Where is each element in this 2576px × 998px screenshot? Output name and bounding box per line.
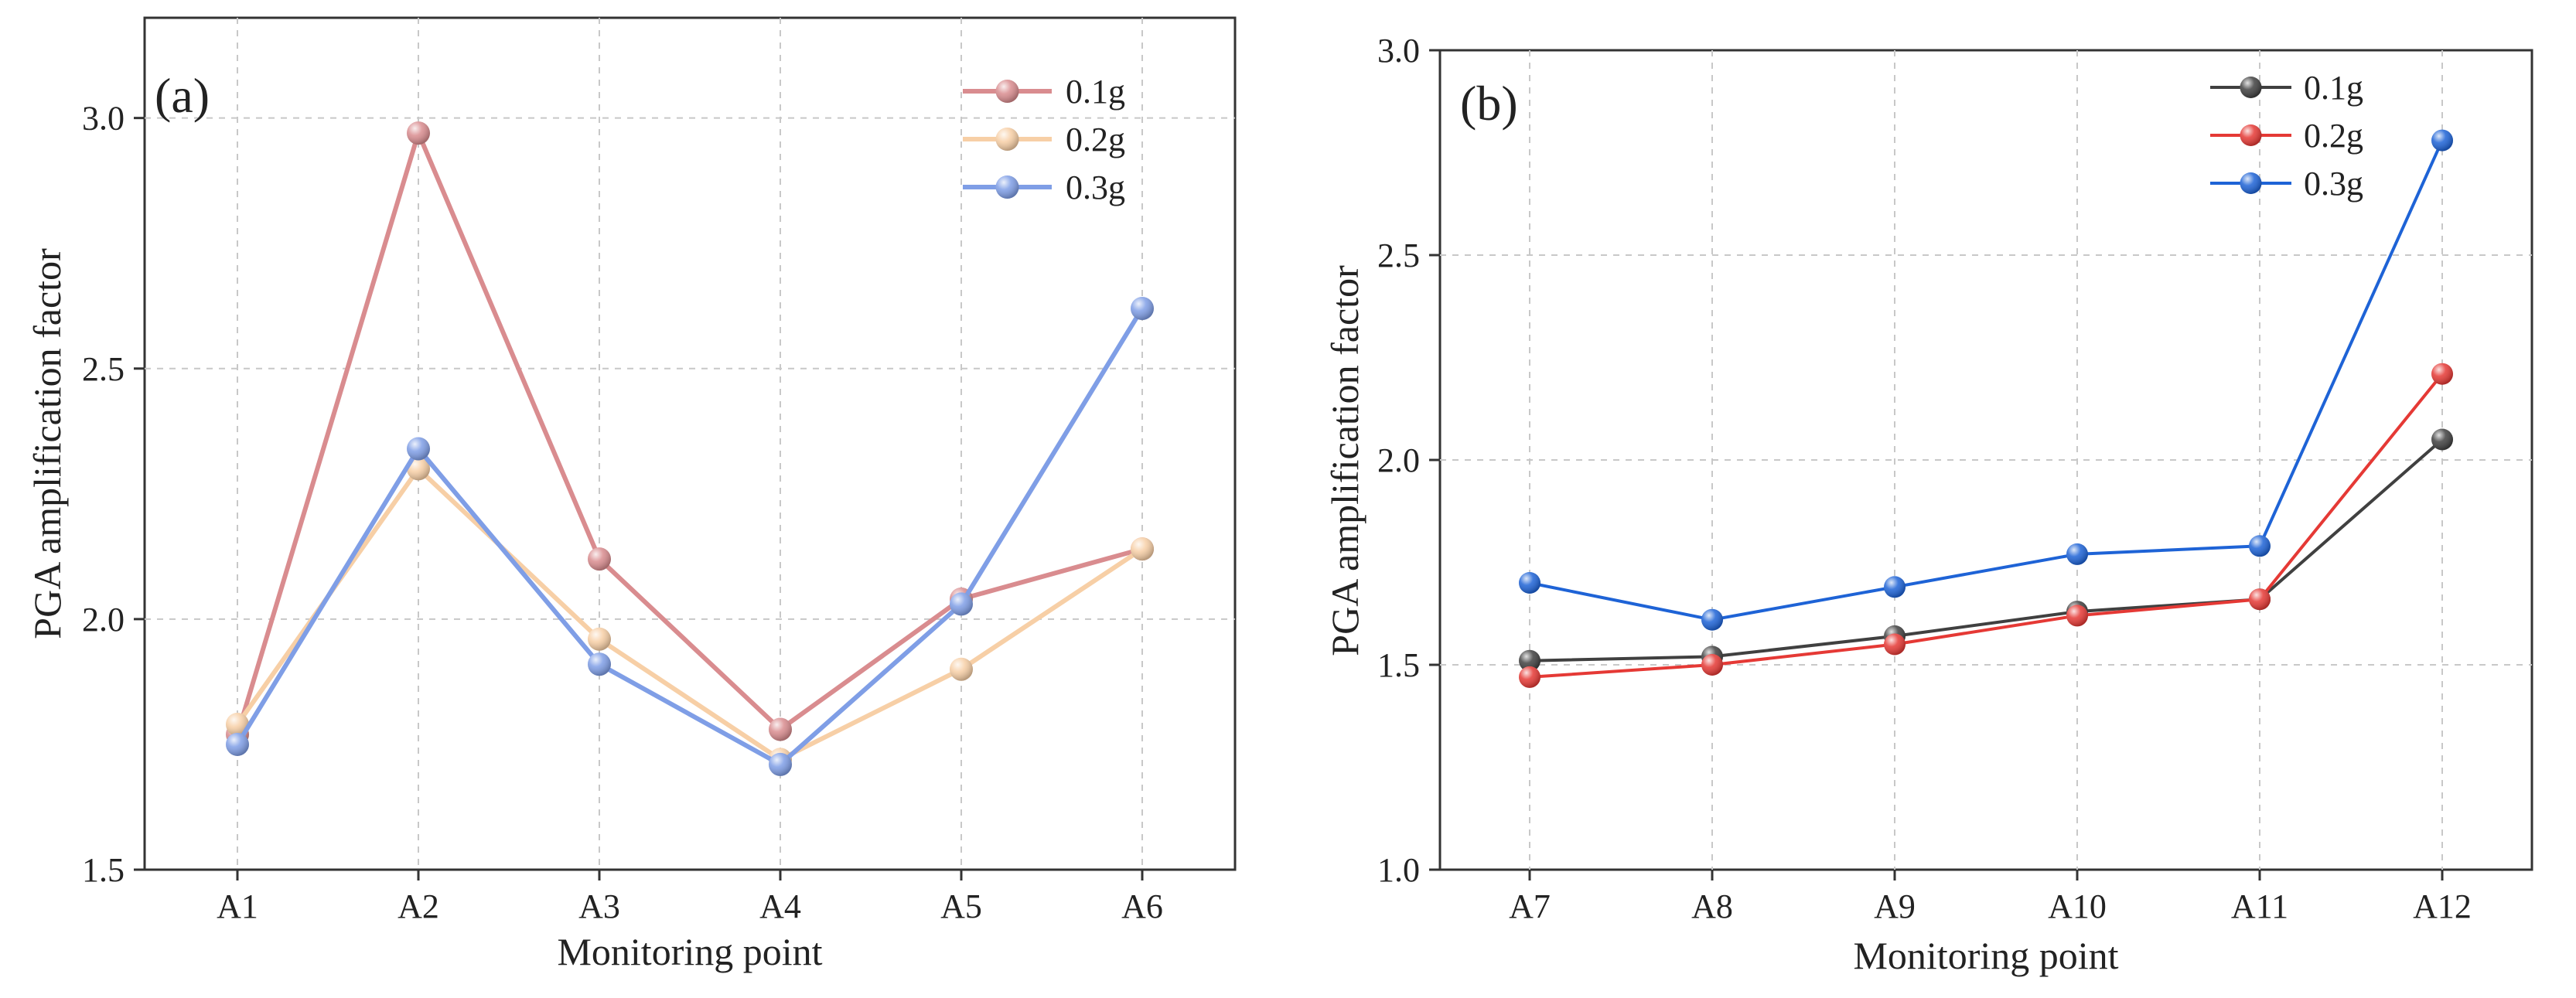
data-point-shine-a	[1131, 296, 1154, 320]
data-point-shine-a	[226, 713, 249, 737]
legend-marker-shine-b	[2240, 172, 2262, 194]
panel-a: 1.5 2.0 2.5 3.0 A1 A2 A3 A4 A5 A6 0.1g 0.2g 0.3g (…	[26, 16, 1237, 973]
panel-b: 1.0 1.5 2.0 2.5 3.0 A7 A8 A9 A10 A11 A12 0.1g 0.2g…	[1323, 32, 2533, 977]
data-point-shine-a	[769, 752, 792, 776]
data-point-shine-a	[950, 657, 973, 681]
legend-label-a-0.3g: 0.3g	[1066, 169, 1125, 206]
data-point-shine-b	[2249, 588, 2271, 611]
plot-frame-a	[143, 16, 1237, 871]
data-point-shine-a	[588, 627, 611, 651]
data-point-shine-a	[226, 732, 249, 756]
grid-a	[145, 18, 1235, 870]
yticks-a: 1.5 2.0 2.5 3.0	[82, 100, 145, 889]
ytick-label-b: 2.0	[1377, 441, 1420, 479]
data-point-shine-a	[407, 437, 430, 461]
ytick-label-a: 3.0	[82, 100, 125, 138]
ytick-label-a: 2.0	[82, 601, 125, 639]
x-axis-title-b: Monitoring point	[1853, 934, 2118, 977]
data-point-shine-a	[1131, 537, 1154, 561]
legend-marker-shine-a	[995, 175, 1019, 199]
ytick-label-a: 2.5	[82, 350, 125, 388]
data-point-shine-b	[2431, 428, 2453, 451]
panel-label-b: (b)	[1460, 76, 1518, 131]
series-line-b-0.2g	[1529, 373, 2444, 679]
series-line-a-0.1g	[235, 131, 1143, 735]
ytick-label-b: 1.5	[1377, 646, 1420, 684]
ytick-label-b: 1.0	[1377, 851, 1420, 889]
grid-b	[1440, 50, 2532, 870]
xtick-label-a: A4	[759, 887, 801, 925]
data-point-shine-a	[407, 457, 430, 481]
ytick-label-b: 2.5	[1377, 237, 1420, 274]
data-point-shine-b	[2431, 363, 2453, 385]
data-point-shine-a	[950, 592, 973, 616]
xtick-label-a: A3	[578, 887, 620, 925]
data-point-shine-a	[407, 121, 430, 145]
xtick-label-b: A12	[2413, 887, 2472, 925]
series-b	[1519, 129, 2453, 688]
data-point-shine-b	[1519, 649, 1540, 672]
ytick-label-a: 1.5	[82, 851, 125, 889]
y-axis-title-b: PGA amplification factor	[1323, 265, 1366, 656]
data-point-shine-b	[1519, 666, 1540, 688]
xtick-label-b: A9	[1874, 887, 1916, 925]
legend-marker-shine-b	[2240, 77, 2262, 98]
data-point-shine-b	[1701, 654, 1723, 676]
series-line-a-0.2g	[235, 466, 1144, 762]
data-point-shine-a	[769, 717, 792, 741]
legend-label-a-0.2g: 0.2g	[1066, 121, 1125, 158]
data-point-shine-b	[1884, 576, 1906, 598]
data-point-shine-b	[2066, 605, 2088, 627]
xtick-label-b: A7	[1509, 887, 1551, 925]
xtick-label-b: A8	[1691, 887, 1733, 925]
xtick-label-b: A11	[2231, 887, 2288, 925]
data-point-shine-b	[2249, 535, 2271, 557]
legend-label-b-0.2g: 0.2g	[2304, 117, 2363, 155]
y-axis-title-a: PGA amplification factor	[26, 248, 69, 639]
legend-label-b-0.3g: 0.3g	[2304, 165, 2363, 203]
legend-a: 0.1g 0.2g 0.3g	[963, 73, 1125, 206]
legend-marker-shine-b	[2240, 124, 2262, 146]
series-a	[226, 121, 1154, 776]
series-line-a-0.3g	[235, 307, 1145, 767]
xtick-label-a: A6	[1121, 887, 1163, 925]
legend-marker-shine-a	[995, 80, 1019, 103]
data-point-shine-a	[588, 652, 611, 676]
data-point-shine-b	[2066, 543, 2088, 565]
series-line-b-0.3g	[1529, 139, 2444, 622]
legend-label-a-0.1g: 0.1g	[1066, 73, 1125, 111]
x-axis-title-a: Monitoring point	[557, 930, 822, 973]
data-point-shine-b	[2431, 129, 2453, 152]
data-point-shine-b	[1701, 608, 1723, 631]
data-point-shine-b	[1519, 572, 1540, 594]
xtick-label-a: A2	[397, 887, 439, 925]
data-point-shine-a	[588, 547, 611, 571]
data-point-shine-b	[1884, 633, 1906, 656]
legend-b: 0.1g 0.2g 0.3g	[2210, 69, 2363, 203]
xticks-b: A7 A8 A9 A10 A11 A12	[1509, 870, 2472, 925]
legend-marker-shine-a	[995, 128, 1019, 151]
yticks-b: 1.0 1.5 2.0 2.5 3.0	[1377, 32, 1440, 889]
ytick-label-b: 3.0	[1377, 32, 1420, 70]
panel-label-a: (a)	[155, 68, 210, 123]
xtick-label-b: A10	[2048, 887, 2107, 925]
series-line-b-0.1g	[1529, 438, 2444, 662]
xticks-a: A1 A2 A3 A4 A5 A6	[217, 870, 1163, 925]
xtick-label-a: A5	[940, 887, 982, 925]
xtick-label-a: A1	[217, 887, 258, 925]
legend-label-b-0.1g: 0.1g	[2304, 69, 2363, 107]
